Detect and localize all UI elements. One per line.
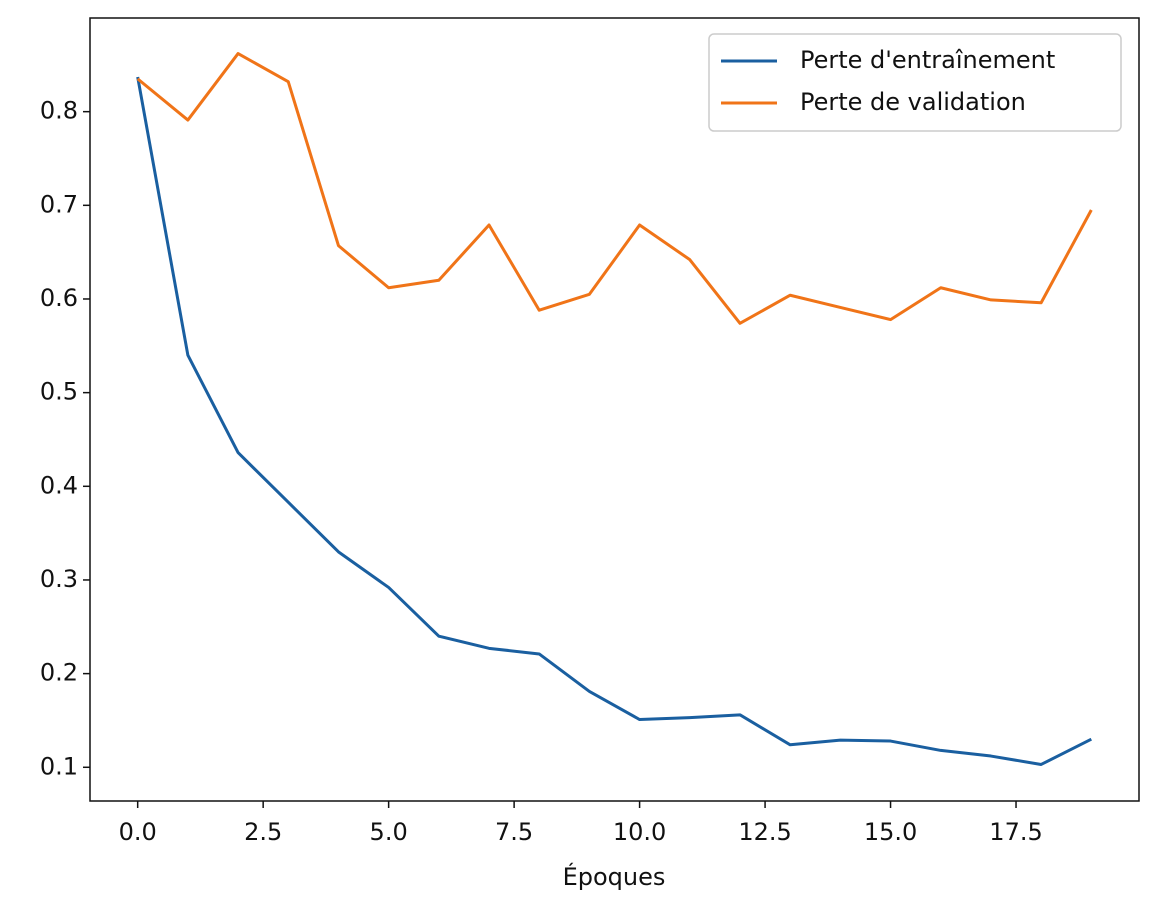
y-tick-label: 0.3 bbox=[40, 565, 78, 593]
x-tick-label: 12.5 bbox=[738, 818, 791, 846]
x-tick-label: 2.5 bbox=[244, 818, 282, 846]
x-tick-label: 0.0 bbox=[119, 818, 157, 846]
series-line bbox=[136, 76, 1092, 766]
x-tick-label: 17.5 bbox=[989, 818, 1042, 846]
x-tick-label: 10.0 bbox=[613, 818, 666, 846]
series-line bbox=[136, 52, 1093, 325]
plot-frame bbox=[89, 17, 1140, 802]
y-tick-label: 0.1 bbox=[40, 752, 78, 780]
x-axis-label: Époques bbox=[563, 862, 666, 891]
y-tick-label: 0.8 bbox=[40, 97, 78, 125]
legend-label: Perte de validation bbox=[800, 88, 1026, 116]
x-tick-label: 15.0 bbox=[864, 818, 917, 846]
legend-label: Perte d'entraînement bbox=[800, 46, 1055, 74]
x-tick-label: 7.5 bbox=[495, 818, 533, 846]
y-tick-label: 0.5 bbox=[40, 378, 78, 406]
y-tick-label: 0.6 bbox=[40, 284, 78, 312]
x-tick-label: 5.0 bbox=[370, 818, 408, 846]
y-tick-label: 0.7 bbox=[40, 190, 78, 218]
y-tick-label: 0.2 bbox=[40, 659, 78, 687]
legend-box bbox=[708, 33, 1122, 132]
y-tick-label: 0.4 bbox=[40, 471, 78, 499]
